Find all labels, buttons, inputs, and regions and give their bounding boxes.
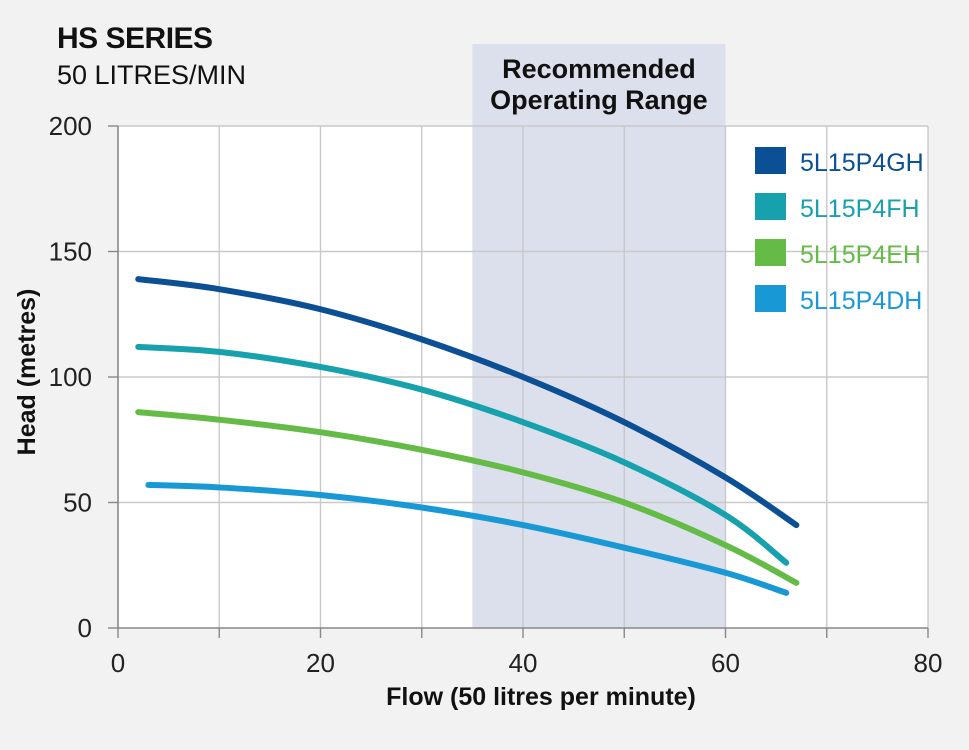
y-tick-label: 200 — [49, 111, 92, 141]
x-tick-label: 20 — [306, 648, 335, 678]
legend-swatch-5l15p4dh — [755, 285, 786, 312]
x-tick-label: 60 — [711, 648, 740, 678]
y-tick-label: 150 — [49, 237, 92, 267]
series-line-5l15p4dh — [145, 481, 790, 596]
legend-label-5l15p4fh: 5L15P4FH — [800, 195, 920, 223]
y-tick-label: 100 — [49, 362, 92, 392]
y-axis-label: Head (metres) — [13, 289, 41, 456]
legend-swatch-5l15p4eh — [755, 239, 786, 266]
legend-label-5l15p4dh: 5L15P4DH — [800, 287, 922, 315]
x-tick-label: 0 — [111, 648, 125, 678]
legend-label-5l15p4gh: 5L15P4GH — [800, 149, 924, 177]
x-tick-label: 40 — [509, 648, 538, 678]
x-tick-label: 80 — [914, 648, 943, 678]
chart-subtitle: 50 LITRES/MIN — [57, 60, 247, 90]
series-line-5l15p4gh — [135, 276, 800, 529]
legend-swatch-5l15p4fh — [755, 193, 786, 220]
y-tick-label: 0 — [78, 613, 92, 643]
series-line-5l15p4fh — [135, 343, 790, 566]
series-line-5l15p4eh — [135, 409, 800, 586]
band-label-line1: Recommended — [502, 54, 696, 84]
legend-swatch-5l15p4gh — [755, 147, 786, 174]
band-label-line2: Operating Range — [490, 85, 708, 115]
x-axis-label: Flow (50 litres per minute) — [386, 683, 696, 711]
legend-label-5l15p4eh: 5L15P4EH — [800, 241, 921, 269]
chart-title: HS SERIES — [57, 22, 213, 55]
operating-range-band — [472, 44, 726, 628]
y-tick-label: 50 — [63, 488, 92, 518]
